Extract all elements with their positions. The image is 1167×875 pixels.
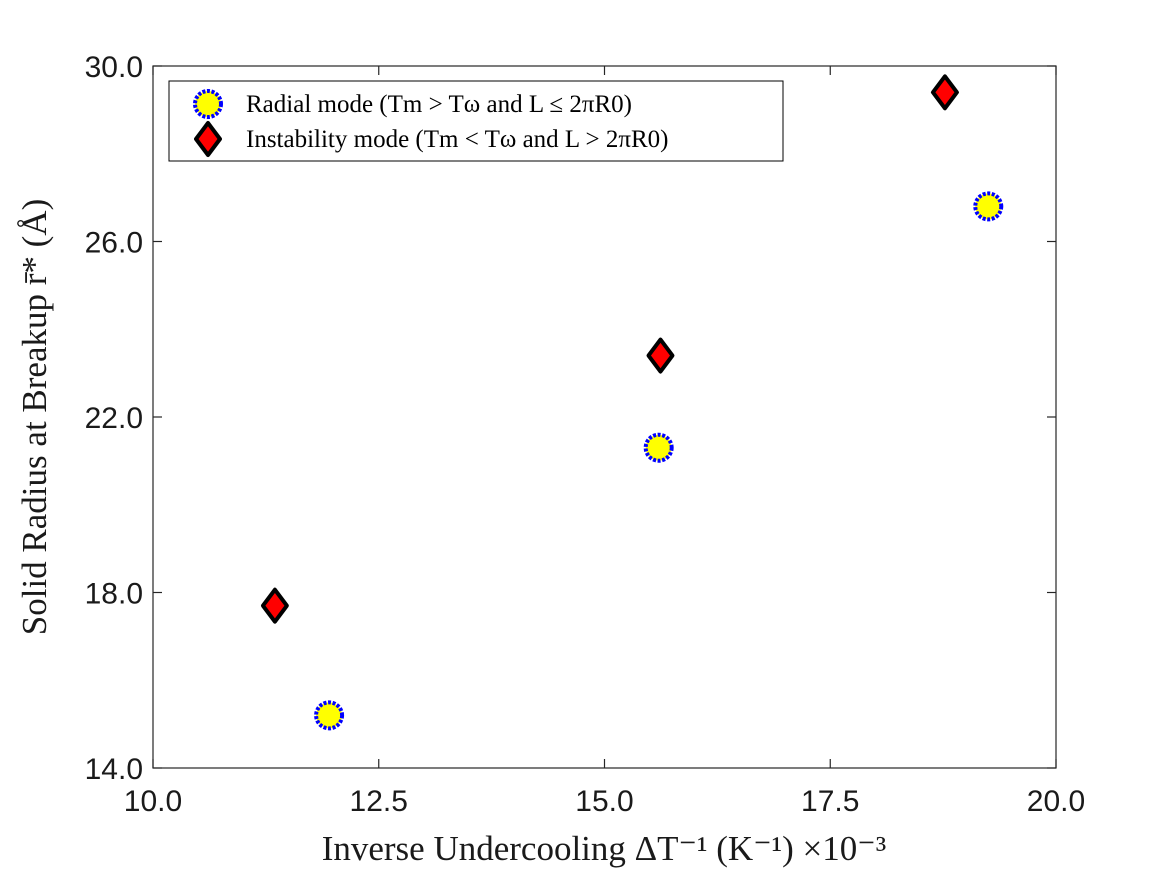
data-points xyxy=(260,74,1004,731)
x-tick-label: 10.0 xyxy=(124,785,182,818)
plot-area xyxy=(152,65,1057,769)
y-tick-label: 26.0 xyxy=(85,227,143,260)
legend-marker-instability xyxy=(194,121,222,157)
x-axis-label: Inverse Undercooling ΔT⁻¹ (K⁻¹) ×10⁻³ xyxy=(322,829,887,868)
instability-mode-point xyxy=(930,74,959,111)
x-tick-labels: 10.0 12.5 15.0 17.5 20.0 xyxy=(124,785,1085,818)
x-tick-label: 12.5 xyxy=(350,785,408,818)
legend-label: Radial mode (Tm > Tω and L ≤ 2πR0) xyxy=(246,91,632,118)
x-tick-label: 20.0 xyxy=(1027,785,1085,818)
y-tick-label: 18.0 xyxy=(85,578,143,611)
y-axis-label: Solid Radius at Breakup r̄* (Å) xyxy=(15,199,54,635)
axis-ticks xyxy=(152,65,1057,769)
y-tick-labels: 14.0 18.0 22.0 26.0 30.0 xyxy=(85,51,143,786)
legend-label: Instability mode (Tm < Tω and L > 2πR0) xyxy=(246,126,669,153)
legend-box xyxy=(168,80,784,162)
y-tick-label: 14.0 xyxy=(85,753,143,786)
legend: Radial mode (Tm > Tω and L ≤ 2πR0) Instab… xyxy=(168,80,784,162)
radial-mode-point xyxy=(314,700,345,731)
y-tick-label: 22.0 xyxy=(85,402,143,435)
x-tick-label: 15.0 xyxy=(575,785,633,818)
legend-entries: Radial mode (Tm > Tω and L ≤ 2πR0) Instab… xyxy=(193,89,669,157)
legend-marker-radial xyxy=(193,89,223,119)
instability-mode-point xyxy=(646,337,675,374)
instability-mode-point xyxy=(260,587,289,624)
x-tick-label: 17.5 xyxy=(801,785,859,818)
radial-mode-point xyxy=(973,191,1004,222)
radial-mode-point xyxy=(643,432,674,463)
y-tick-label: 30.0 xyxy=(85,51,143,84)
